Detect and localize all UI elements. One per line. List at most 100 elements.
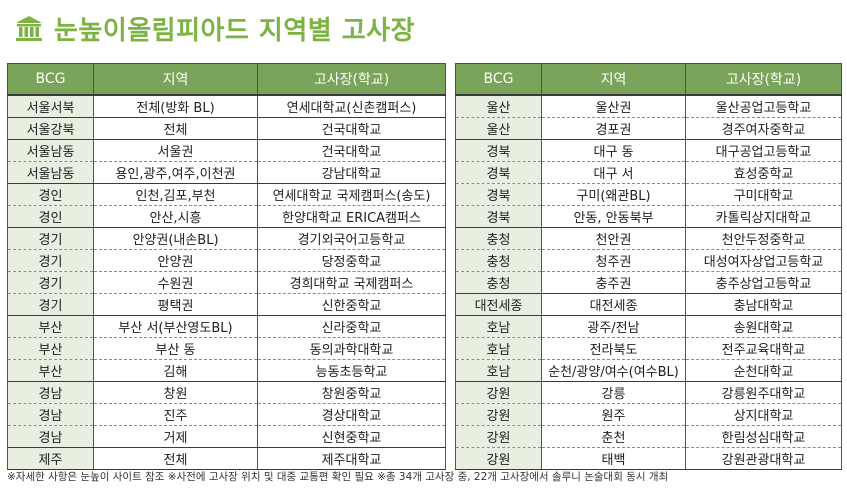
table-row: 서울서북 전체(방화 BL) 연세대학교(신촌캠퍼스)	[7, 95, 446, 118]
region-cell: 전체(방화 BL)	[93, 95, 258, 118]
page-header: 눈높이올림피아드 지역별 고사장	[14, 8, 415, 48]
bcg-cell: 경북	[455, 183, 542, 206]
page-title: 눈높이올림피아드 지역별 고사장	[54, 15, 415, 46]
table-row: 충청 청주권 대성여자상업고등학교	[455, 249, 842, 272]
region-cell: 평택권	[93, 293, 258, 316]
table-row: 충청 천안권 천안두정중학교	[455, 227, 842, 250]
region-cell: 서울권	[93, 139, 258, 162]
table-row: 경기 수원권 경희대학교 국제캠퍼스	[7, 271, 446, 294]
table-row: 강원 태백 강원관광대학교	[455, 447, 842, 470]
table-row: 강원 춘천 한림성심대학교	[455, 425, 842, 448]
bcg-cell: 경북	[455, 139, 542, 162]
table-row: 경북 안동, 안동북부 카톨릭상지대학교	[455, 205, 842, 228]
bcg-cell: 서울남동	[7, 139, 94, 162]
bcg-cell: 대전세종	[455, 293, 542, 316]
table-row: 경남 창원 창원중학교	[7, 381, 446, 404]
table-row: 경남 진주 경상대학교	[7, 403, 446, 426]
table-row: 제주 전체 제주대학교	[7, 447, 446, 470]
header-venue: 고사장(학교)	[685, 63, 842, 96]
venue-cell: 송원대학교	[685, 315, 842, 338]
bcg-cell: 경남	[7, 425, 94, 448]
header-region: 지역	[541, 63, 686, 96]
region-cell: 김해	[93, 359, 258, 382]
bcg-cell: 제주	[7, 447, 94, 470]
table-row: 부산 부산 동 동의과학대학교	[7, 337, 446, 360]
venue-cell: 경희대학교 국제캠퍼스	[257, 271, 446, 294]
region-cell: 인천,김포,부천	[93, 183, 258, 206]
venue-cell: 제주대학교	[257, 447, 446, 470]
venue-cell: 연세대학교 국제캠퍼스(송도)	[257, 183, 446, 206]
venue-cell: 구미대학교	[685, 183, 842, 206]
region-cell: 강릉	[541, 381, 686, 404]
region-cell: 수원권	[93, 271, 258, 294]
venue-cell: 카톨릭상지대학교	[685, 205, 842, 228]
venue-cell: 강남대학교	[257, 161, 446, 184]
region-cell: 거제	[93, 425, 258, 448]
venue-cell: 순천대학교	[685, 359, 842, 382]
bcg-cell: 강원	[455, 425, 542, 448]
table-row: 강원 원주 상지대학교	[455, 403, 842, 426]
bcg-cell: 경인	[7, 183, 94, 206]
venue-cell: 경주여자중학교	[685, 117, 842, 140]
bcg-cell: 강원	[455, 447, 542, 470]
region-cell: 울산권	[541, 95, 686, 118]
region-cell: 전체	[93, 117, 258, 140]
venue-cell: 창원중학교	[257, 381, 446, 404]
region-cell: 천안권	[541, 227, 686, 250]
bcg-cell: 경남	[7, 381, 94, 404]
venue-cell: 경상대학교	[257, 403, 446, 426]
header-region: 지역	[93, 63, 258, 96]
bcg-cell: 호남	[455, 337, 542, 360]
table-row: 울산 울산권 울산공업고등학교	[455, 95, 842, 118]
table-header-row: BCG 지역 고사장(학교)	[455, 63, 842, 96]
table-row: 경인 인천,김포,부천 연세대학교 국제캠퍼스(송도)	[7, 183, 446, 206]
region-cell: 경포권	[541, 117, 686, 140]
bcg-cell: 경북	[455, 205, 542, 228]
venue-cell: 충주상업고등학교	[685, 271, 842, 294]
table-row: 호남 순천/광양/여수(여수BL) 순천대학교	[455, 359, 842, 382]
table-row: 충청 충주권 충주상업고등학교	[455, 271, 842, 294]
bcg-cell: 부산	[7, 337, 94, 360]
bcg-cell: 경기	[7, 249, 94, 272]
bcg-cell: 부산	[7, 359, 94, 382]
bcg-cell: 울산	[455, 117, 542, 140]
bcg-cell: 경북	[455, 161, 542, 184]
table-row: 경북 대구 동 대구공업고등학교	[455, 139, 842, 162]
venue-cell: 효성중학교	[685, 161, 842, 184]
bcg-cell: 경기	[7, 227, 94, 250]
footnote: ※자세한 사항은 눈높이 사이트 참조 ※사전에 고사장 위치 및 대중 교통편…	[7, 471, 669, 483]
table-row: 서울남동 용인,광주,여주,이천권 강남대학교	[7, 161, 446, 184]
building-icon	[14, 14, 44, 42]
region-cell: 태백	[541, 447, 686, 470]
venue-table-left: BCG 지역 고사장(학교) 서울서북 전체(방화 BL) 연세대학교(신촌캠퍼스)…	[7, 63, 446, 470]
bcg-cell: 호남	[455, 359, 542, 382]
table-row: 호남 전라북도 전주교육대학교	[455, 337, 842, 360]
table-row: 경남 거제 신현중학교	[7, 425, 446, 448]
region-cell: 광주/전남	[541, 315, 686, 338]
venue-cell: 한림성심대학교	[685, 425, 842, 448]
venue-cell: 능동초등학교	[257, 359, 446, 382]
bcg-cell: 부산	[7, 315, 94, 338]
venue-cell: 한양대학교 ERICA캠퍼스	[257, 205, 446, 228]
venue-cell: 충남대학교	[685, 293, 842, 316]
venue-cell: 대성여자상업고등학교	[685, 249, 842, 272]
region-cell: 충주권	[541, 271, 686, 294]
region-cell: 청주권	[541, 249, 686, 272]
table-row: 경북 대구 서 효성중학교	[455, 161, 842, 184]
table-row: 부산 김해 능동초등학교	[7, 359, 446, 382]
bcg-cell: 경기	[7, 271, 94, 294]
bcg-cell: 충청	[455, 249, 542, 272]
table-row: 대전세종 대전세종 충남대학교	[455, 293, 842, 316]
venue-cell: 신라중학교	[257, 315, 446, 338]
region-cell: 안산,시흥	[93, 205, 258, 228]
bcg-cell: 경인	[7, 205, 94, 228]
venue-cell: 천안두정중학교	[685, 227, 842, 250]
region-cell: 대구 동	[541, 139, 686, 162]
table-row: 호남 광주/전남 송원대학교	[455, 315, 842, 338]
venue-cell: 상지대학교	[685, 403, 842, 426]
venue-cell: 당정중학교	[257, 249, 446, 272]
table-row: 경인 안산,시흥 한양대학교 ERICA캠퍼스	[7, 205, 446, 228]
region-cell: 전체	[93, 447, 258, 470]
region-cell: 진주	[93, 403, 258, 426]
table-row: 경기 안양권(내손BL) 경기외국어고등학교	[7, 227, 446, 250]
